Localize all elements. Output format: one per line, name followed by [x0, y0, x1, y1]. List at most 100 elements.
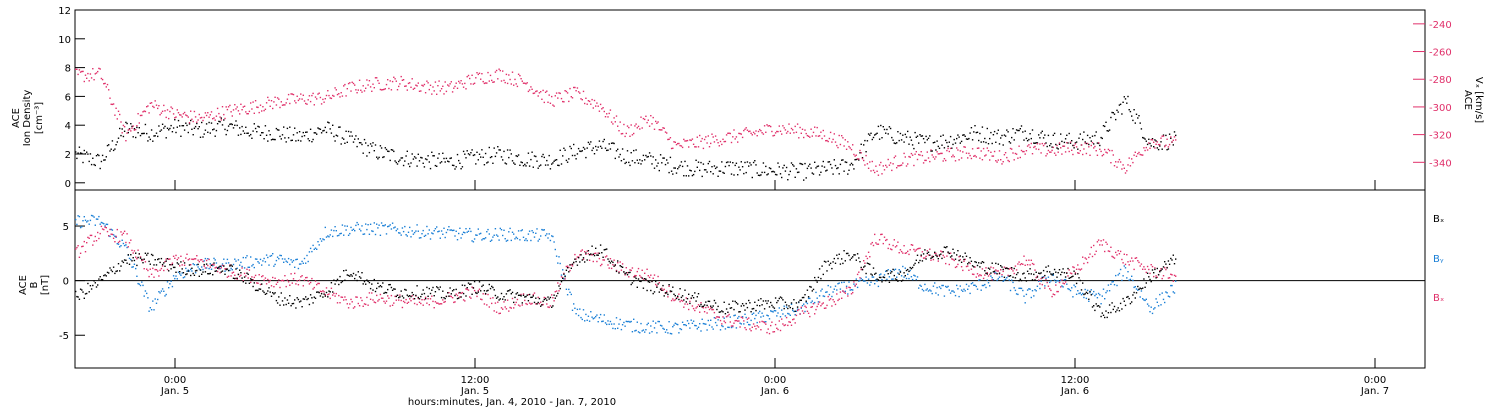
vx-point-841 [1104, 148, 1106, 151]
density-point-704 [936, 140, 938, 142]
density-point-6 [82, 161, 84, 164]
density-point-68 [158, 125, 160, 127]
by-point-649 [869, 284, 871, 286]
bz-point-820 [1078, 268, 1080, 270]
vx-point-14 [92, 68, 94, 70]
by-point-744 [985, 286, 987, 289]
vx-point-424 [593, 99, 596, 102]
bx-point-288 [427, 295, 429, 297]
by-point-764 [1009, 289, 1012, 292]
bz-point-708 [941, 251, 943, 253]
vx-point-459 [636, 127, 638, 129]
bx-point-332 [481, 285, 483, 288]
by-point-835 [1096, 297, 1099, 299]
vx-point-830 [1090, 144, 1092, 147]
density-point-191 [308, 140, 311, 142]
by-point-711 [945, 285, 947, 288]
density-point-157 [267, 140, 269, 142]
bx-point-161 [272, 292, 274, 294]
vx-point-541 [737, 141, 739, 143]
density-point-876 [1146, 143, 1149, 146]
bz-point-766 [1012, 270, 1014, 272]
bz-point-324 [471, 286, 473, 288]
density-point-477 [658, 169, 660, 172]
vx-point-781 [1030, 142, 1032, 145]
density-point-755 [998, 143, 1001, 145]
by-point-219 [343, 234, 345, 236]
bz-point-172 [285, 285, 287, 288]
bz-point-142 [248, 269, 251, 271]
vx-point-562 [762, 133, 765, 135]
vx-point-36 [119, 113, 121, 116]
density-point-460 [637, 162, 640, 164]
vx-point-292 [432, 86, 434, 88]
vx-point-796 [1049, 151, 1051, 153]
density-point-848 [1112, 112, 1114, 114]
vx-point-412 [579, 92, 581, 94]
vx-point-297 [438, 80, 440, 82]
density-point-99 [196, 122, 198, 125]
bz-point-338 [488, 306, 490, 308]
density-point-564 [765, 165, 767, 168]
vx-point-674 [899, 164, 902, 167]
by-point-845 [1108, 290, 1111, 292]
bx-point-529 [722, 311, 724, 313]
by-point-97 [193, 264, 196, 266]
density-point-163 [274, 138, 276, 141]
vx-point-785 [1035, 148, 1037, 150]
density-point-125 [227, 125, 230, 127]
vx-point-591 [798, 137, 800, 139]
bz-point-789 [1040, 277, 1042, 280]
bz-point-316 [461, 291, 464, 294]
vx-point-730 [968, 152, 970, 155]
bz-point-329 [477, 289, 479, 292]
vx-point-350 [503, 79, 505, 82]
by-point-459 [636, 321, 638, 323]
by-point-188 [305, 262, 307, 264]
bx-point-447 [621, 266, 624, 268]
vx-point-540 [735, 136, 738, 138]
bz-point-667 [891, 248, 893, 251]
bz-point-489 [673, 299, 675, 302]
bx-point-7 [83, 297, 85, 299]
bx-point-839 [1101, 312, 1103, 314]
bz-point-723 [959, 258, 961, 261]
vx-point-176 [290, 93, 292, 95]
bx-point-874 [1144, 286, 1146, 288]
vx-point-200 [319, 96, 322, 99]
bz-point-123 [225, 268, 227, 270]
density-point-770 [1017, 129, 1019, 132]
bz-point-858 [1124, 263, 1127, 266]
by-point-17 [95, 218, 98, 220]
density-point-774 [1022, 131, 1024, 133]
by-point-856 [1122, 275, 1124, 277]
by-point-622 [836, 289, 838, 291]
vx-point-779 [1028, 144, 1030, 146]
bx-point-558 [757, 299, 760, 301]
by-point-62 [150, 309, 153, 311]
bz-point-806 [1061, 279, 1063, 281]
vx-point-723 [959, 150, 961, 152]
vx-point-19 [98, 67, 100, 70]
density-point-602 [811, 172, 813, 174]
by-point-361 [516, 237, 519, 240]
vx-point-474 [655, 120, 657, 123]
by-point-83 [176, 278, 178, 280]
vx-point-549 [746, 129, 749, 131]
by-point-68 [158, 291, 160, 293]
vx-point-869 [1138, 151, 1140, 154]
density-point-374 [532, 166, 534, 168]
bz-point-346 [498, 312, 500, 315]
vx-point-892 [1166, 138, 1168, 140]
bz-point-245 [374, 301, 377, 304]
by-point-728 [965, 283, 968, 286]
vx-point-608 [818, 135, 821, 137]
bz-point-451 [626, 272, 629, 274]
by-point-786 [1036, 285, 1039, 287]
vx-point-135 [240, 103, 242, 105]
bx-point-686 [914, 262, 916, 265]
bx-point-69 [159, 261, 161, 264]
by-point-346 [498, 239, 500, 241]
by-point-481 [663, 328, 665, 330]
vx-point-3 [78, 69, 81, 71]
